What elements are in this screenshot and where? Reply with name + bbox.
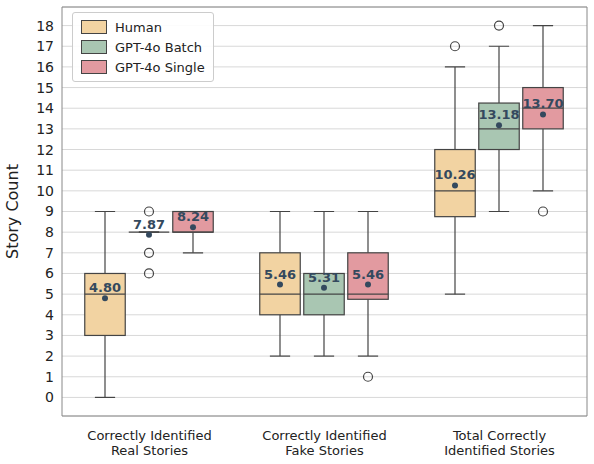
svg-text:8: 8: [45, 224, 54, 240]
svg-text:7.87: 7.87: [133, 217, 165, 232]
svg-text:7: 7: [45, 245, 54, 261]
svg-text:9: 9: [45, 203, 54, 219]
svg-text:Story Count: Story Count: [8, 164, 22, 259]
svg-text:17: 17: [36, 38, 54, 54]
svg-text:10: 10: [36, 183, 54, 199]
svg-text:Correctly IdentifiedReal Stori: Correctly IdentifiedReal Stories: [87, 428, 211, 458]
svg-text:0: 0: [45, 389, 54, 405]
svg-text:10.26: 10.26: [434, 167, 475, 182]
svg-text:8.24: 8.24: [177, 209, 209, 224]
svg-text:2: 2: [45, 348, 54, 364]
svg-text:12: 12: [36, 142, 54, 158]
html-text:GPT-4o Single: GPT-4o Single: [115, 59, 205, 75]
svg-text:5: 5: [45, 286, 54, 302]
svg-text:13.70: 13.70: [522, 96, 563, 111]
svg-text:13: 13: [36, 121, 54, 137]
svg-text:Correctly IdentifiedFake Stori: Correctly IdentifiedFake Stories: [262, 428, 386, 458]
svg-text:4.80: 4.80: [89, 280, 121, 295]
html-text:GPT-4o Batch: GPT-4o Batch: [115, 39, 203, 55]
svg-text:11: 11: [36, 162, 54, 178]
svg-text:1: 1: [45, 369, 54, 385]
html-text:Human: Human: [115, 19, 162, 35]
svg-text:5.31: 5.31: [308, 270, 340, 285]
svg-text:18: 18: [36, 18, 54, 34]
svg-text:5.46: 5.46: [352, 267, 384, 282]
svg-text:15: 15: [36, 80, 54, 96]
svg-text:13.18: 13.18: [478, 107, 519, 122]
svg-text:5.46: 5.46: [264, 267, 296, 282]
svg-text:Total CorrectlyIdentified Stor: Total CorrectlyIdentified Stories: [444, 428, 555, 458]
svg-text:3: 3: [45, 327, 54, 343]
svg-text:6: 6: [45, 265, 54, 281]
svg-text:4: 4: [45, 307, 54, 323]
svg-text:16: 16: [36, 59, 54, 75]
svg-text:14: 14: [36, 100, 54, 116]
